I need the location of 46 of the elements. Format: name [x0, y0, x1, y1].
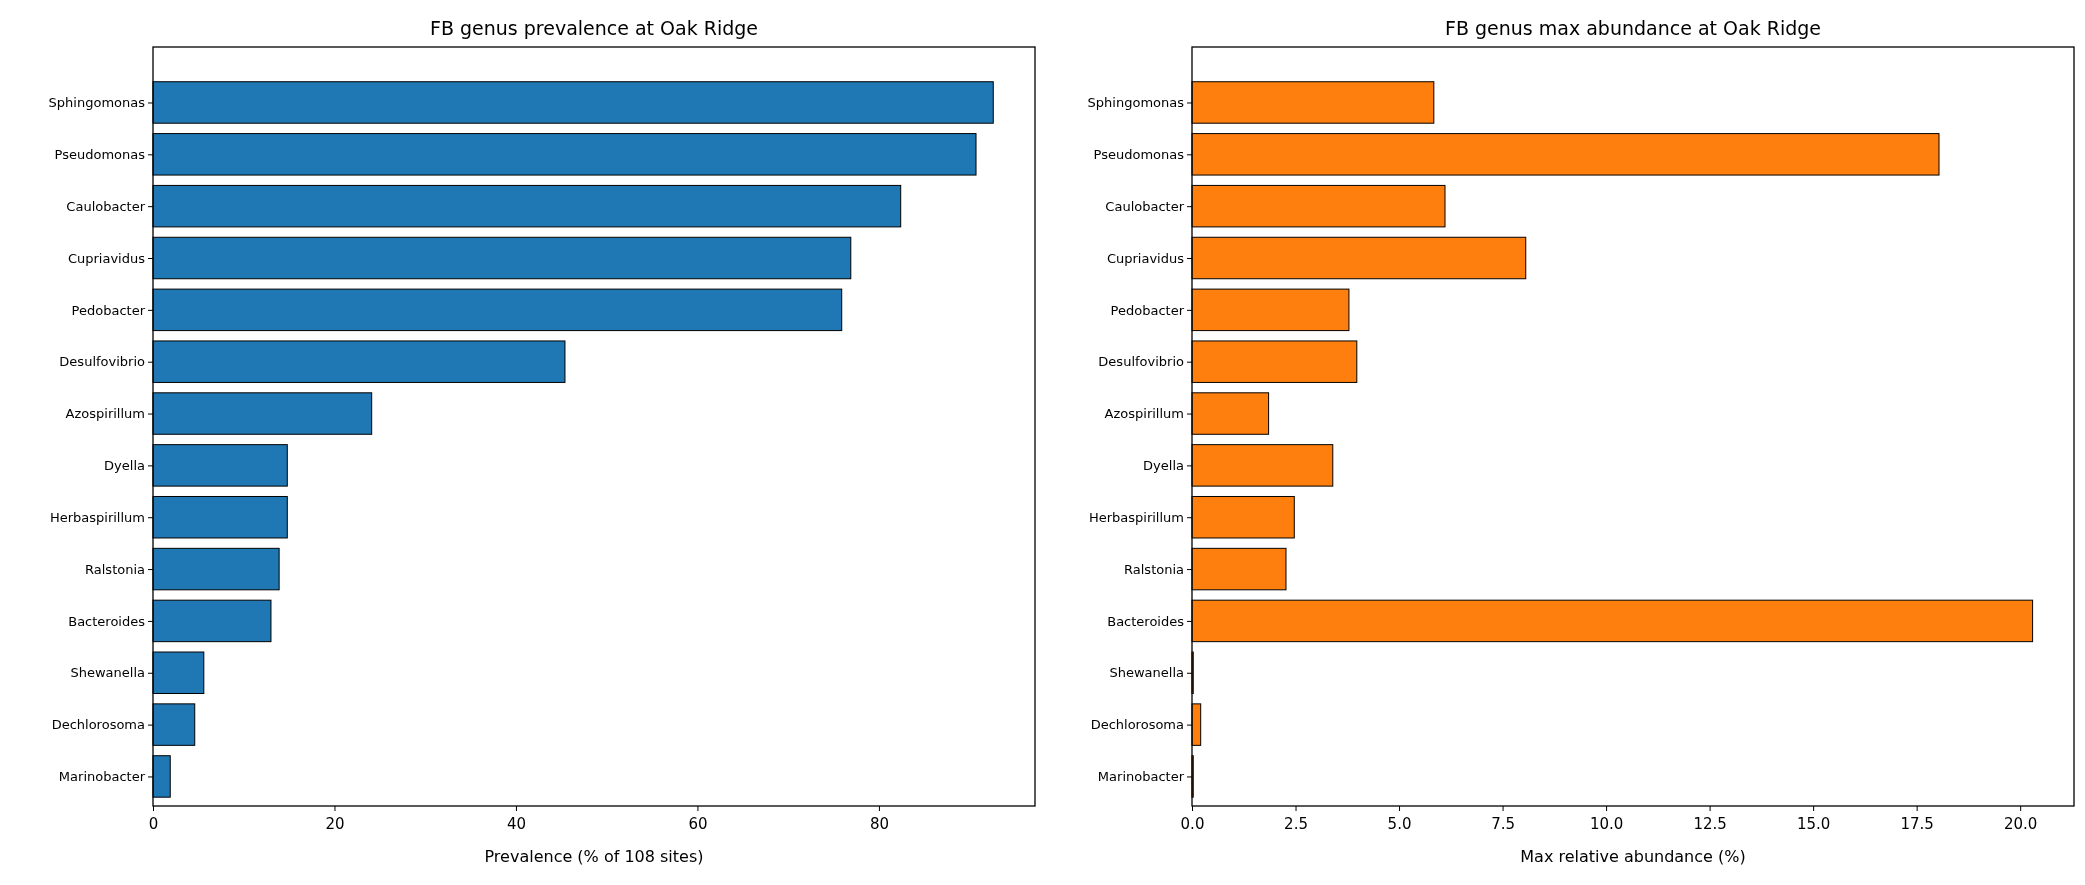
x-tick-label: 20	[325, 815, 345, 833]
y-tick-label: Dechlorosoma	[1090, 717, 1184, 733]
y-tick-label: Marinobacter	[1097, 769, 1185, 785]
x-tick-label: 7.5	[1491, 815, 1515, 833]
x-tick-label: 12.5	[1693, 815, 1727, 833]
x-tick-label: 60	[688, 815, 708, 833]
y-tick-label: Herbaspirillum	[49, 509, 145, 525]
y-tick-label: Desulfovibrio	[1098, 354, 1185, 370]
y-tick-label: Pseudomonas	[54, 146, 146, 162]
chart-title: FB genus max abundance at Oak Ridge	[1445, 17, 1821, 39]
y-tick-label: Pedobacter	[1110, 302, 1185, 318]
x-tick-label: 5.0	[1387, 815, 1412, 833]
y-tick-label: Caulobacter	[66, 198, 146, 214]
y-tick-label: Pseudomonas	[1093, 146, 1185, 162]
y-tick-label: Desulfovibrio	[59, 354, 146, 370]
x-tick-label: 2.5	[1284, 815, 1308, 833]
y-tick-label: Sphingomonas	[48, 95, 146, 111]
y-tick-label: Caulobacter	[1105, 198, 1185, 214]
y-tick-label: Cupriavidus	[67, 250, 146, 266]
x-tick-label: 0	[148, 815, 159, 833]
chart-title: FB genus prevalence at Oak Ridge	[429, 17, 759, 39]
y-tick-label: Ralstonia	[1124, 561, 1184, 577]
y-tick-label: Shewanella	[1109, 665, 1184, 681]
y-tick-label: Herbaspirillum	[1088, 509, 1184, 525]
x-axis-title: Max relative abundance (%)	[1520, 847, 1746, 866]
x-tick-label: 0.0	[1180, 815, 1205, 833]
x-axis-title: Prevalence (% of 108 sites)	[484, 847, 704, 866]
y-tick-label: Sphingomonas	[1087, 95, 1185, 111]
x-tick-label: 15.0	[1796, 815, 1831, 833]
y-tick-label: Bacteroides	[68, 613, 146, 629]
y-tick-label: Ralstonia	[85, 561, 145, 577]
y-tick-label: Shewanella	[70, 665, 145, 681]
y-tick-label: Dechlorosoma	[51, 717, 145, 733]
y-tick-label: Azospirillum	[1104, 406, 1184, 422]
y-tick-label: Dyella	[104, 458, 145, 474]
y-tick-label: Bacteroides	[1107, 613, 1185, 629]
y-tick-label: Pedobacter	[71, 302, 146, 318]
x-tick-label: 20.0	[2003, 815, 2038, 833]
x-tick-label: 10.0	[1589, 815, 1624, 833]
y-tick-label: Dyella	[1143, 458, 1184, 474]
y-tick-label: Cupriavidus	[1106, 250, 1185, 266]
x-tick-label: 40	[506, 815, 527, 833]
x-tick-label: 17.5	[1900, 815, 1934, 833]
y-tick-label: Marinobacter	[58, 769, 146, 785]
y-tick-label: Azospirillum	[65, 406, 145, 422]
x-tick-label: 80	[869, 815, 889, 833]
